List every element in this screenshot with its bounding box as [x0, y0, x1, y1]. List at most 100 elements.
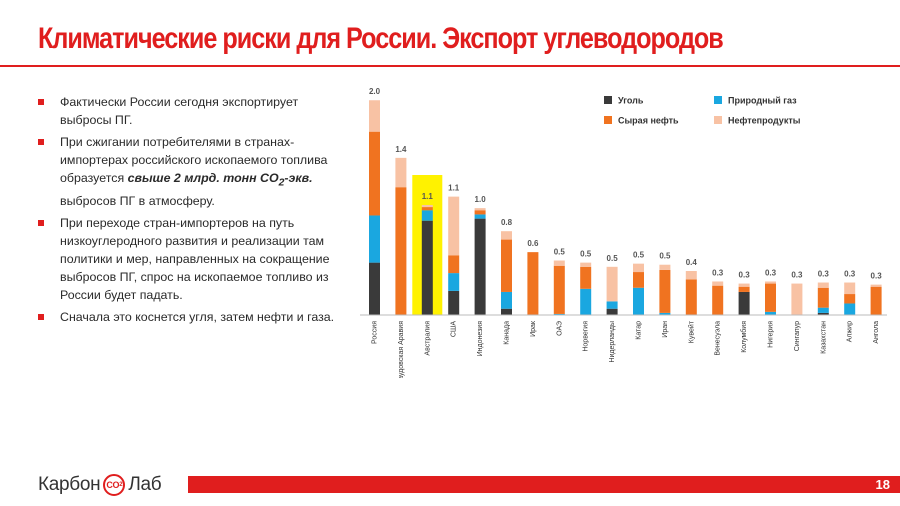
bar-segment	[817, 282, 829, 288]
bar-segment	[448, 255, 460, 274]
bar-segment	[474, 208, 486, 211]
bar-segment	[527, 252, 539, 315]
bar-segment	[738, 283, 750, 287]
category-label: Алжир	[847, 321, 854, 342]
bar-segment	[369, 215, 380, 263]
bar-total-label: 0.5	[554, 248, 566, 257]
category-label: Канада	[504, 321, 511, 345]
bullet-text: Сначала это коснется угля, затем нефти и…	[60, 310, 335, 325]
bar-segment	[844, 294, 856, 304]
category-label: Кувейт	[687, 320, 695, 343]
bar-total-label: 0.3	[818, 270, 830, 279]
category-label: Иран	[662, 321, 669, 338]
legend-label: Уголь	[618, 96, 644, 106]
bar-segment	[817, 307, 829, 313]
bar-segment	[712, 285, 724, 315]
emphasis-text: свыше 2 млрд. тонн CO	[127, 171, 279, 185]
bar-segment	[501, 291, 512, 309]
category-label: Сингапур	[794, 321, 801, 351]
bullet-item: При сжигании потребителями в странах-имп…	[38, 133, 338, 210]
bar-segment	[685, 271, 697, 280]
bar-total-label: 1.1	[422, 192, 434, 201]
legend-label: Природный газ	[728, 96, 797, 106]
bar-total-label: 0.3	[765, 268, 777, 277]
bar-segment	[659, 264, 671, 270]
bar-segment	[659, 312, 671, 315]
category-label: Венесуэла	[715, 321, 722, 356]
category-label: Индонезия	[477, 321, 484, 357]
bar-segment	[474, 210, 486, 215]
bar-segment	[606, 308, 618, 315]
bar-total-label: 0.3	[739, 271, 751, 280]
bar-segment	[817, 287, 829, 308]
bar-segment	[421, 220, 433, 315]
bar-total-label: 0.3	[712, 268, 724, 277]
bar-segment	[606, 301, 618, 309]
bullet-item: Сначала это коснется угля, затем нефти и…	[38, 308, 338, 326]
bar-segment	[448, 273, 460, 291]
co2-badge-icon: CO 2	[103, 474, 126, 496]
bar-segment	[765, 281, 776, 284]
category-label: Ирак	[530, 320, 537, 337]
bar-segment	[580, 262, 592, 267]
bar-segment	[606, 266, 618, 302]
legend-swatch	[604, 116, 612, 124]
bar-segment	[553, 265, 565, 314]
bullet-item: Фактически России сегодня экспортирует в…	[38, 93, 338, 129]
title-underline	[0, 65, 900, 67]
category-label: Катар	[636, 321, 643, 340]
bar-segment	[844, 303, 856, 315]
bar-segment	[421, 207, 433, 211]
bullet-emphasis: свыше 2 млрд. тонн CO2-экв.	[127, 171, 313, 189]
bar-segment	[369, 100, 380, 132]
slide-title: Климатические риски для России. Экспорт …	[38, 22, 724, 55]
bullet-item: При переходе стран-импортеров на путь ни…	[38, 214, 338, 304]
bar-segment	[633, 287, 644, 315]
category-label: Австралия	[424, 321, 431, 356]
co2-badge-text: CO	[106, 480, 120, 490]
bar-segment	[421, 210, 433, 221]
bar-segment	[633, 272, 644, 288]
bar-total-label: 0.5	[580, 250, 592, 259]
bar-segment	[395, 187, 407, 315]
bar-segment	[501, 231, 512, 240]
bullet-marker	[38, 220, 44, 227]
bar-total-label: 2.0	[369, 87, 381, 96]
category-label: Нидерланды	[609, 321, 616, 363]
bar-segment	[501, 308, 512, 315]
bar-segment	[870, 284, 882, 287]
bar-total-label: 0.3	[844, 270, 856, 279]
category-label: Нигерия	[768, 321, 775, 348]
emphasis-subscript: 2	[278, 177, 285, 189]
bar-segment	[738, 286, 750, 292]
bullet-text: Фактически России сегодня экспортирует в…	[60, 95, 299, 127]
emphasis-suffix: -экв.	[284, 171, 313, 185]
bullet-text-post: выбросов ПГ в атмосферу.	[60, 194, 215, 209]
legend-swatch	[714, 116, 722, 124]
bar-segment	[844, 282, 856, 295]
bullet-marker	[38, 99, 44, 105]
bar-segment	[448, 290, 460, 315]
bar-total-label: 0.5	[659, 252, 671, 261]
bar-total-label: 0.4	[686, 258, 698, 267]
category-label: Колумбия	[740, 321, 748, 353]
bar-segment	[369, 262, 380, 315]
bar-segment	[580, 266, 592, 289]
logo-text-left: Карбон	[38, 474, 101, 495]
bar-segment	[659, 269, 671, 313]
bar-segment	[553, 313, 565, 315]
category-label: Ангола	[873, 321, 880, 344]
bar-segment	[633, 263, 644, 273]
bar-segment	[765, 283, 776, 312]
bar-segment	[553, 260, 565, 266]
bar-total-label: 0.8	[501, 218, 513, 227]
bullet-marker	[38, 314, 44, 321]
bar-segment	[501, 239, 512, 292]
legend-label: Сырая нефть	[618, 116, 679, 126]
bar-segment	[369, 131, 380, 216]
category-label: Норвегия	[583, 321, 590, 352]
bar-segment	[580, 288, 592, 315]
legend-swatch	[604, 96, 612, 104]
legend-label: Нефтепродукты	[728, 116, 801, 126]
bar-total-label: 0.6	[527, 239, 539, 248]
